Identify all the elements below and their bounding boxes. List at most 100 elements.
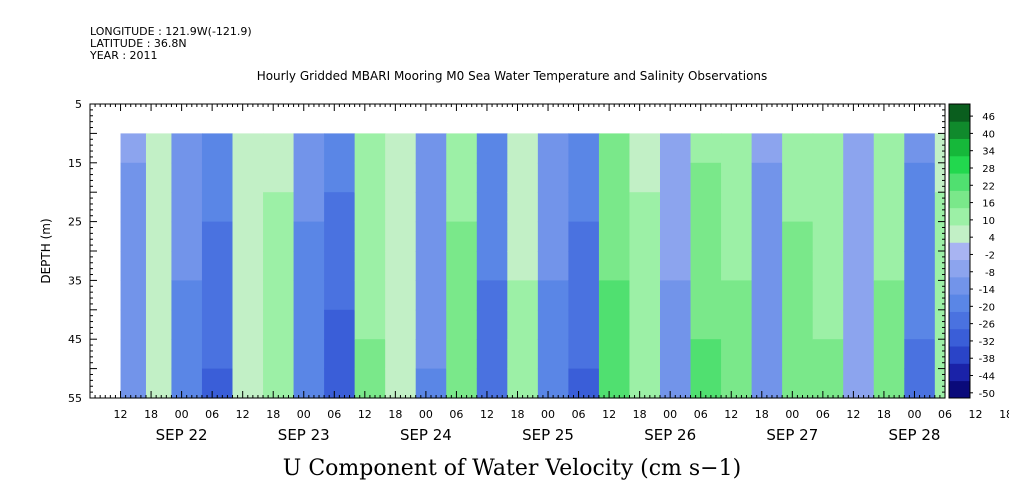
x-hour-label: 12 — [236, 408, 250, 421]
heatmap-cell — [446, 309, 478, 340]
heatmap-cell — [446, 251, 478, 281]
colorbar-label: -2 — [985, 250, 995, 261]
heatmap-cell — [598, 368, 631, 399]
heatmap-cell — [660, 133, 692, 164]
heatmap-cell — [812, 368, 844, 399]
x-hour-label: 06 — [938, 408, 952, 421]
heatmap-cell — [232, 162, 264, 193]
heatmap-cell — [568, 251, 600, 281]
heatmap-cell — [324, 368, 356, 399]
heatmap-cell — [751, 133, 783, 164]
heatmap-cell — [568, 368, 600, 399]
colorbar-swatch — [949, 190, 970, 209]
heatmap-cell — [812, 221, 844, 252]
heatmap-cell — [293, 221, 325, 252]
heatmap-cell — [751, 192, 783, 223]
heatmap-cell — [690, 368, 722, 399]
heatmap-cell — [873, 280, 905, 311]
heatmap-cell — [934, 162, 946, 193]
heatmap-cell — [843, 133, 875, 164]
colorbar-swatch — [949, 225, 970, 243]
heatmap-cell — [171, 339, 203, 370]
heatmap-cell — [263, 162, 295, 193]
heatmap-cell — [660, 280, 692, 311]
heatmap-cell — [904, 192, 936, 223]
heatmap-cell — [324, 280, 356, 311]
y-tick-label: 35 — [68, 274, 82, 287]
heatmap-cell — [934, 251, 946, 281]
x-hour-label: 00 — [541, 408, 555, 421]
heatmap-cell — [751, 162, 783, 193]
heatmap-cell — [568, 162, 600, 193]
colorbar: 46 40 34 28 22 16 10 4 -2 -8 -14 -20 -26 -32 -38 -44 -50 — [948, 103, 995, 400]
heatmap-cell — [120, 309, 147, 340]
heatmap-cell — [812, 192, 844, 223]
x-hour-label: 18 — [144, 408, 158, 421]
x-hour-label: 06 — [694, 408, 708, 421]
heatmap-cell — [293, 251, 325, 281]
heatmap-cell — [171, 192, 203, 223]
heatmap-cell — [660, 251, 692, 281]
heatmap-cell — [782, 162, 814, 193]
heatmap-cell — [537, 339, 569, 370]
heatmap-cell — [385, 339, 417, 370]
heatmap-cell — [263, 251, 295, 281]
x-hour-label: 12 — [724, 408, 738, 421]
colorbar-label: -26 — [979, 320, 995, 331]
colorbar-label: 16 — [982, 199, 995, 210]
heatmap-cell — [873, 221, 905, 252]
heatmap-cell — [690, 251, 722, 281]
heatmap-cell — [120, 280, 147, 311]
heatmap-cell — [751, 309, 783, 340]
heatmap-cell — [415, 339, 447, 370]
y-tick-label: 15 — [68, 157, 82, 170]
heatmap-cell — [120, 368, 147, 399]
heatmap-cell — [201, 192, 234, 223]
heatmap-cell — [354, 251, 386, 281]
heatmap-cell — [232, 280, 264, 311]
heatmap-cell — [873, 192, 905, 223]
colorbar-label: 10 — [982, 216, 995, 227]
colorbar-label: 22 — [982, 181, 995, 192]
heatmap-cell — [324, 162, 356, 193]
heatmap-cell — [507, 162, 539, 193]
heatmap-cell — [690, 221, 722, 252]
colorbar-label: -38 — [979, 354, 995, 365]
heatmap-cell — [873, 368, 905, 399]
x-axis: 12 18 00 06 12 18 00 06 12 18 00 06 12 18 00 06 12 18 00 06… — [89, 104, 1009, 444]
heatmap-cell — [415, 251, 447, 281]
heatmap-cell — [812, 339, 844, 370]
heatmap-cell — [904, 251, 936, 281]
heatmap-cell — [904, 309, 936, 340]
x-hour-label: 18 — [511, 408, 525, 421]
heatmap-cell — [934, 133, 946, 164]
heatmap-cell — [476, 133, 508, 164]
heatmap-cell — [385, 309, 417, 340]
x-date-label: SEP 22 — [156, 426, 208, 444]
heatmap-cell — [324, 309, 356, 340]
heatmap-cell — [201, 221, 234, 252]
heatmap-cell — [293, 162, 325, 193]
heatmap-cell — [690, 192, 722, 223]
heatmap-cell — [145, 368, 173, 399]
heatmap-cell — [507, 133, 539, 164]
heatmap-cell — [232, 221, 264, 252]
heatmap-cell — [120, 221, 147, 252]
colorbar-label: -32 — [979, 337, 995, 348]
heatmap-cell — [171, 162, 203, 193]
heatmap-cell — [690, 133, 722, 164]
x-hour-label: 12 — [602, 408, 616, 421]
heatmap-cell — [537, 368, 569, 399]
heatmap-cell — [232, 309, 264, 340]
heatmap-cell — [721, 133, 753, 164]
colorbar-label: 46 — [982, 112, 995, 123]
colorbar-swatch — [949, 259, 970, 278]
colorbar-swatch — [949, 276, 970, 295]
heatmap-cell — [263, 339, 295, 370]
x-hour-label: 00 — [785, 408, 799, 421]
heatmap-cell — [843, 251, 875, 281]
colorbar-swatch — [949, 121, 970, 139]
heatmap-cell — [232, 368, 264, 399]
heatmap-cell — [568, 309, 600, 340]
heatmap-cell — [415, 280, 447, 311]
